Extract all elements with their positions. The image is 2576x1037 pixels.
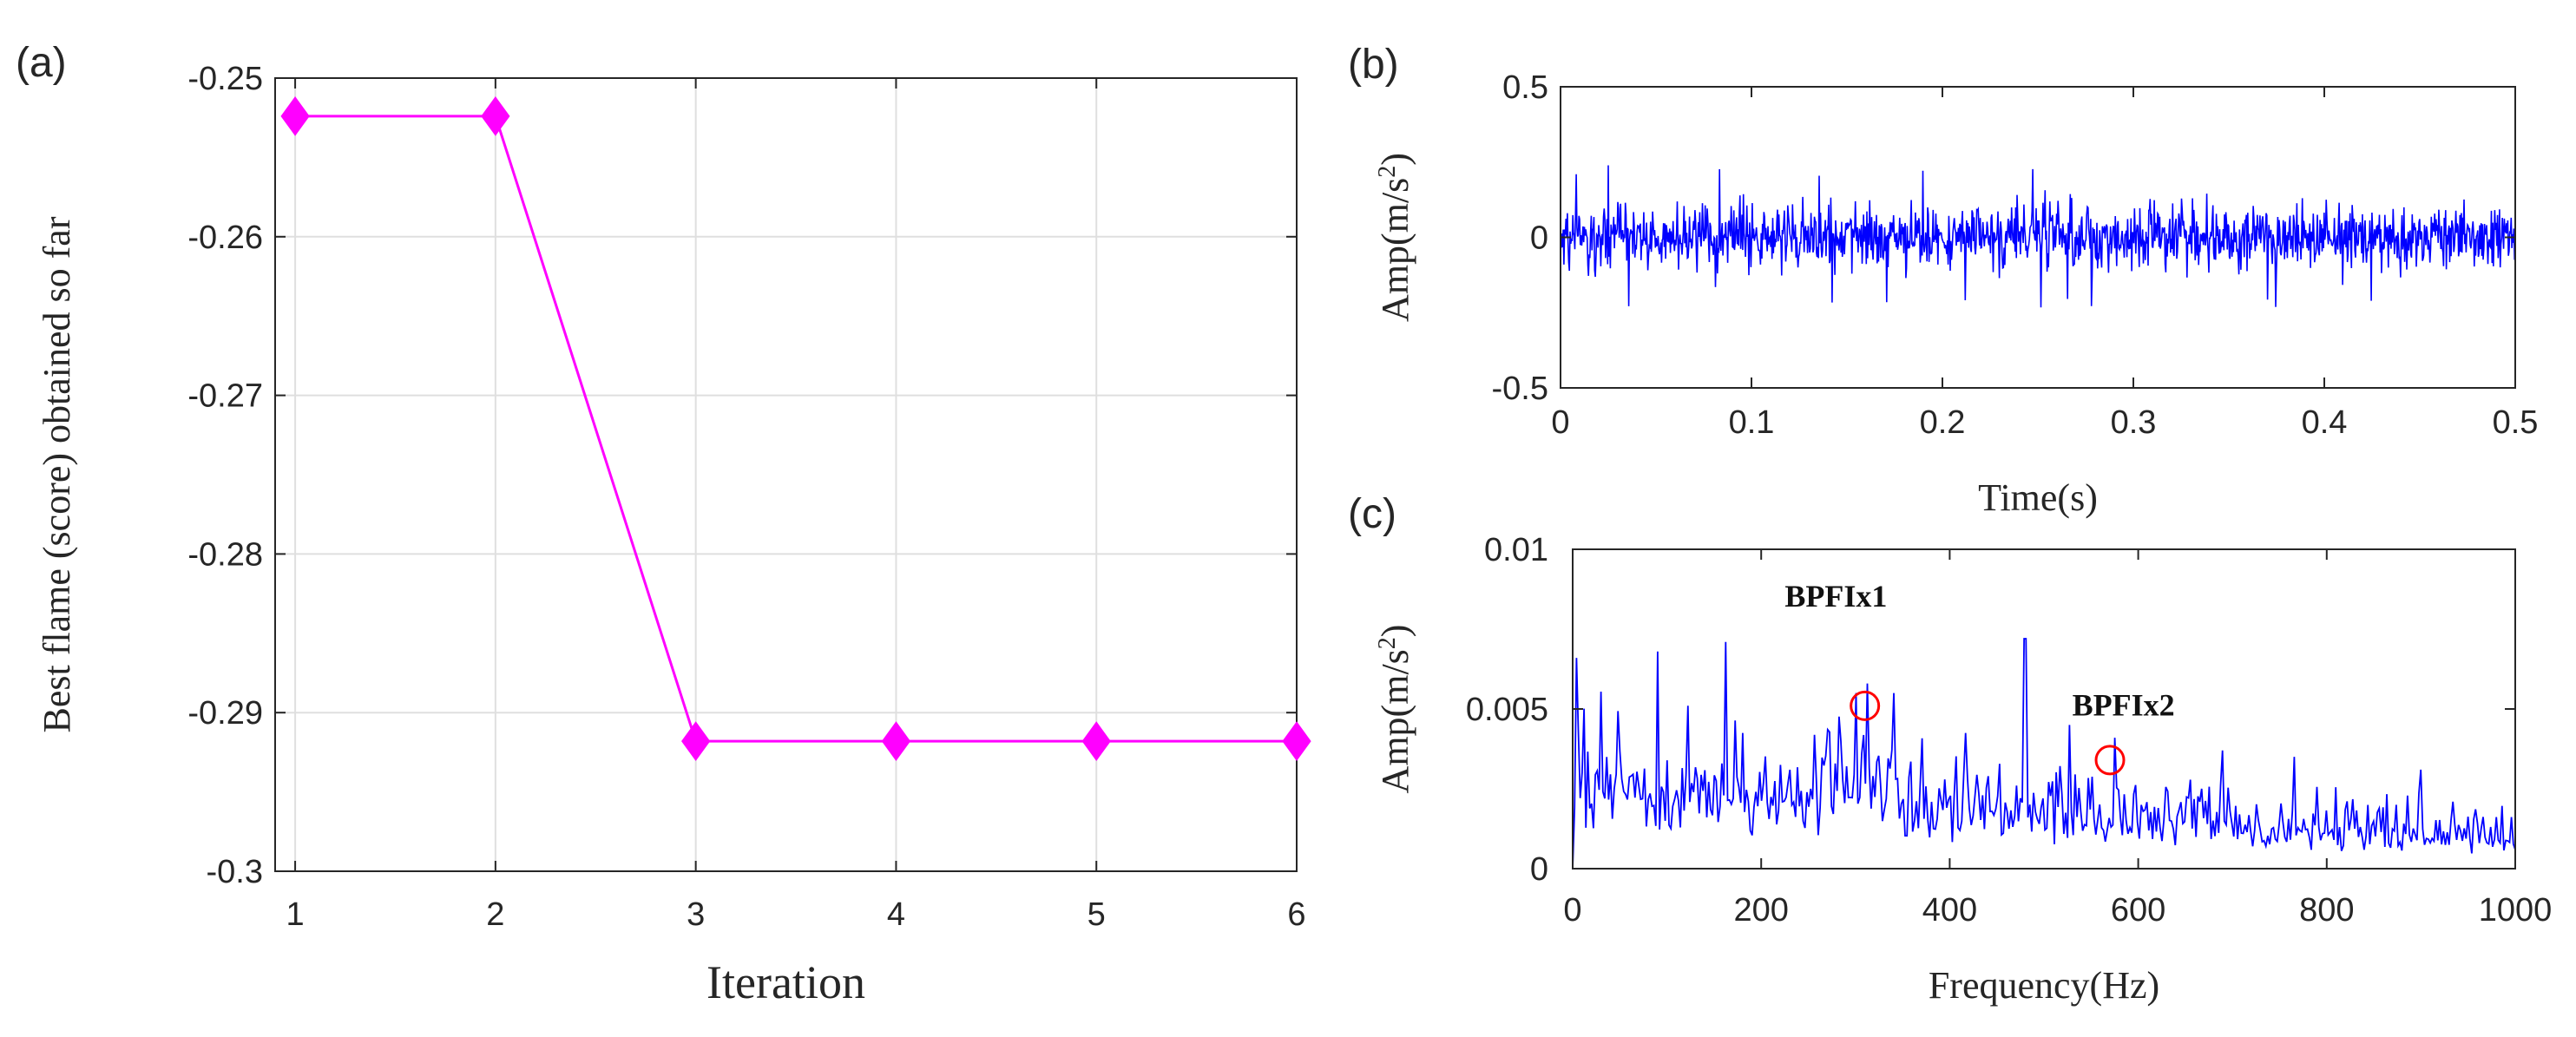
y-axis-label: Amp(m/s2) <box>1374 625 1417 794</box>
data-point-marker <box>681 721 711 761</box>
y-tick-label: 0.005 <box>1466 692 1548 728</box>
y-axis-label-main: Amp(m/s <box>1374 178 1416 322</box>
data-point-marker <box>1282 721 1311 761</box>
y-axis-label-sup: 2 <box>1374 637 1401 649</box>
series-line <box>295 115 1297 743</box>
y-tick-label: -0.5 <box>1492 371 1548 407</box>
x-axis-label: Iteration <box>706 956 865 1008</box>
x-tick-label: 400 <box>1922 892 1977 929</box>
y-axis-label-main: Amp(m/s <box>1374 649 1416 793</box>
x-tick-label: 0.5 <box>2493 404 2539 441</box>
x-tick-label: 600 <box>2111 892 2165 929</box>
x-tick-label: 4 <box>887 896 905 933</box>
signal-trace <box>1560 165 2516 308</box>
y-tick-label: 0 <box>1530 851 1548 888</box>
x-tick-label: 0.3 <box>2111 404 2157 441</box>
x-tick-label: 3 <box>687 896 705 933</box>
x-tick-label: 5 <box>1088 896 1106 933</box>
x-tick-label: 0.4 <box>2302 404 2348 441</box>
y-axis-label-sup: 2 <box>1374 166 1401 178</box>
x-tick-label: 0.1 <box>1729 404 1775 441</box>
y-axis-label-tail: ) <box>1374 153 1416 166</box>
data-point-marker <box>280 96 310 136</box>
y-tick-label: 0.5 <box>1502 69 1548 106</box>
axes-box <box>274 77 1298 872</box>
x-tick-label: 200 <box>1733 892 1788 929</box>
panel-label-c: (c) <box>1348 491 1396 537</box>
y-tick-label: -0.29 <box>187 695 263 732</box>
y-tick-label: -0.26 <box>187 220 263 256</box>
x-tick-label: 0 <box>1563 892 1581 929</box>
panel-label-b: (b) <box>1348 42 1399 88</box>
y-tick-label: 0 <box>1530 220 1548 257</box>
y-tick-label: -0.25 <box>187 61 263 97</box>
x-tick-label: 1000 <box>2479 892 2553 929</box>
x-tick-label: 2 <box>486 896 504 933</box>
y-tick-label: 0.01 <box>1484 532 1548 568</box>
panel-b: 0 0.1 0.2 0.3 0.4 0.5-0.500.5Time(s)Amp(m/s2)… <box>1348 42 2538 519</box>
y-axis-label: Amp(m/s2) <box>1374 153 1417 322</box>
spectrum-trace <box>1572 638 2516 870</box>
y-tick-label: -0.27 <box>187 378 263 415</box>
data-point-marker <box>481 96 510 136</box>
data-point-marker <box>1081 721 1111 761</box>
x-axis-label: Time(s) <box>1978 476 2098 519</box>
panel-c: 0 200 400 600 800 1000 0 0.005 0.01 BPFIx1 BPFIx2 F… <box>1348 491 2552 1007</box>
x-tick-label: 1 <box>286 896 305 933</box>
x-tick-label: 800 <box>2299 892 2354 929</box>
x-axis-label: Frequency(Hz) <box>1929 964 2159 1007</box>
x-tick-label: 0.2 <box>1920 404 1966 441</box>
data-point-marker <box>881 721 911 761</box>
y-axis-label: Best flame (score) obtained so far <box>36 216 78 732</box>
y-tick-label: -0.3 <box>207 854 263 890</box>
annotation-label: BPFIx1 <box>1784 579 1887 614</box>
y-axis-label-tail: ) <box>1374 625 1416 638</box>
x-tick-label: 0 <box>1551 404 1569 441</box>
x-tick-label: 6 <box>1287 896 1305 933</box>
panel-a: 1 2 3 4 5 6 -0.3 -0.29 -0.28 -0.27 -0.26 -0.25 Itera… <box>16 40 1311 1008</box>
panel-label-a: (a) <box>16 40 67 86</box>
annotation-circle <box>2094 745 2126 776</box>
y-tick-label: -0.28 <box>187 536 263 573</box>
annotation-label: BPFIx2 <box>2073 687 2175 722</box>
annotation-circle <box>1850 690 1881 721</box>
